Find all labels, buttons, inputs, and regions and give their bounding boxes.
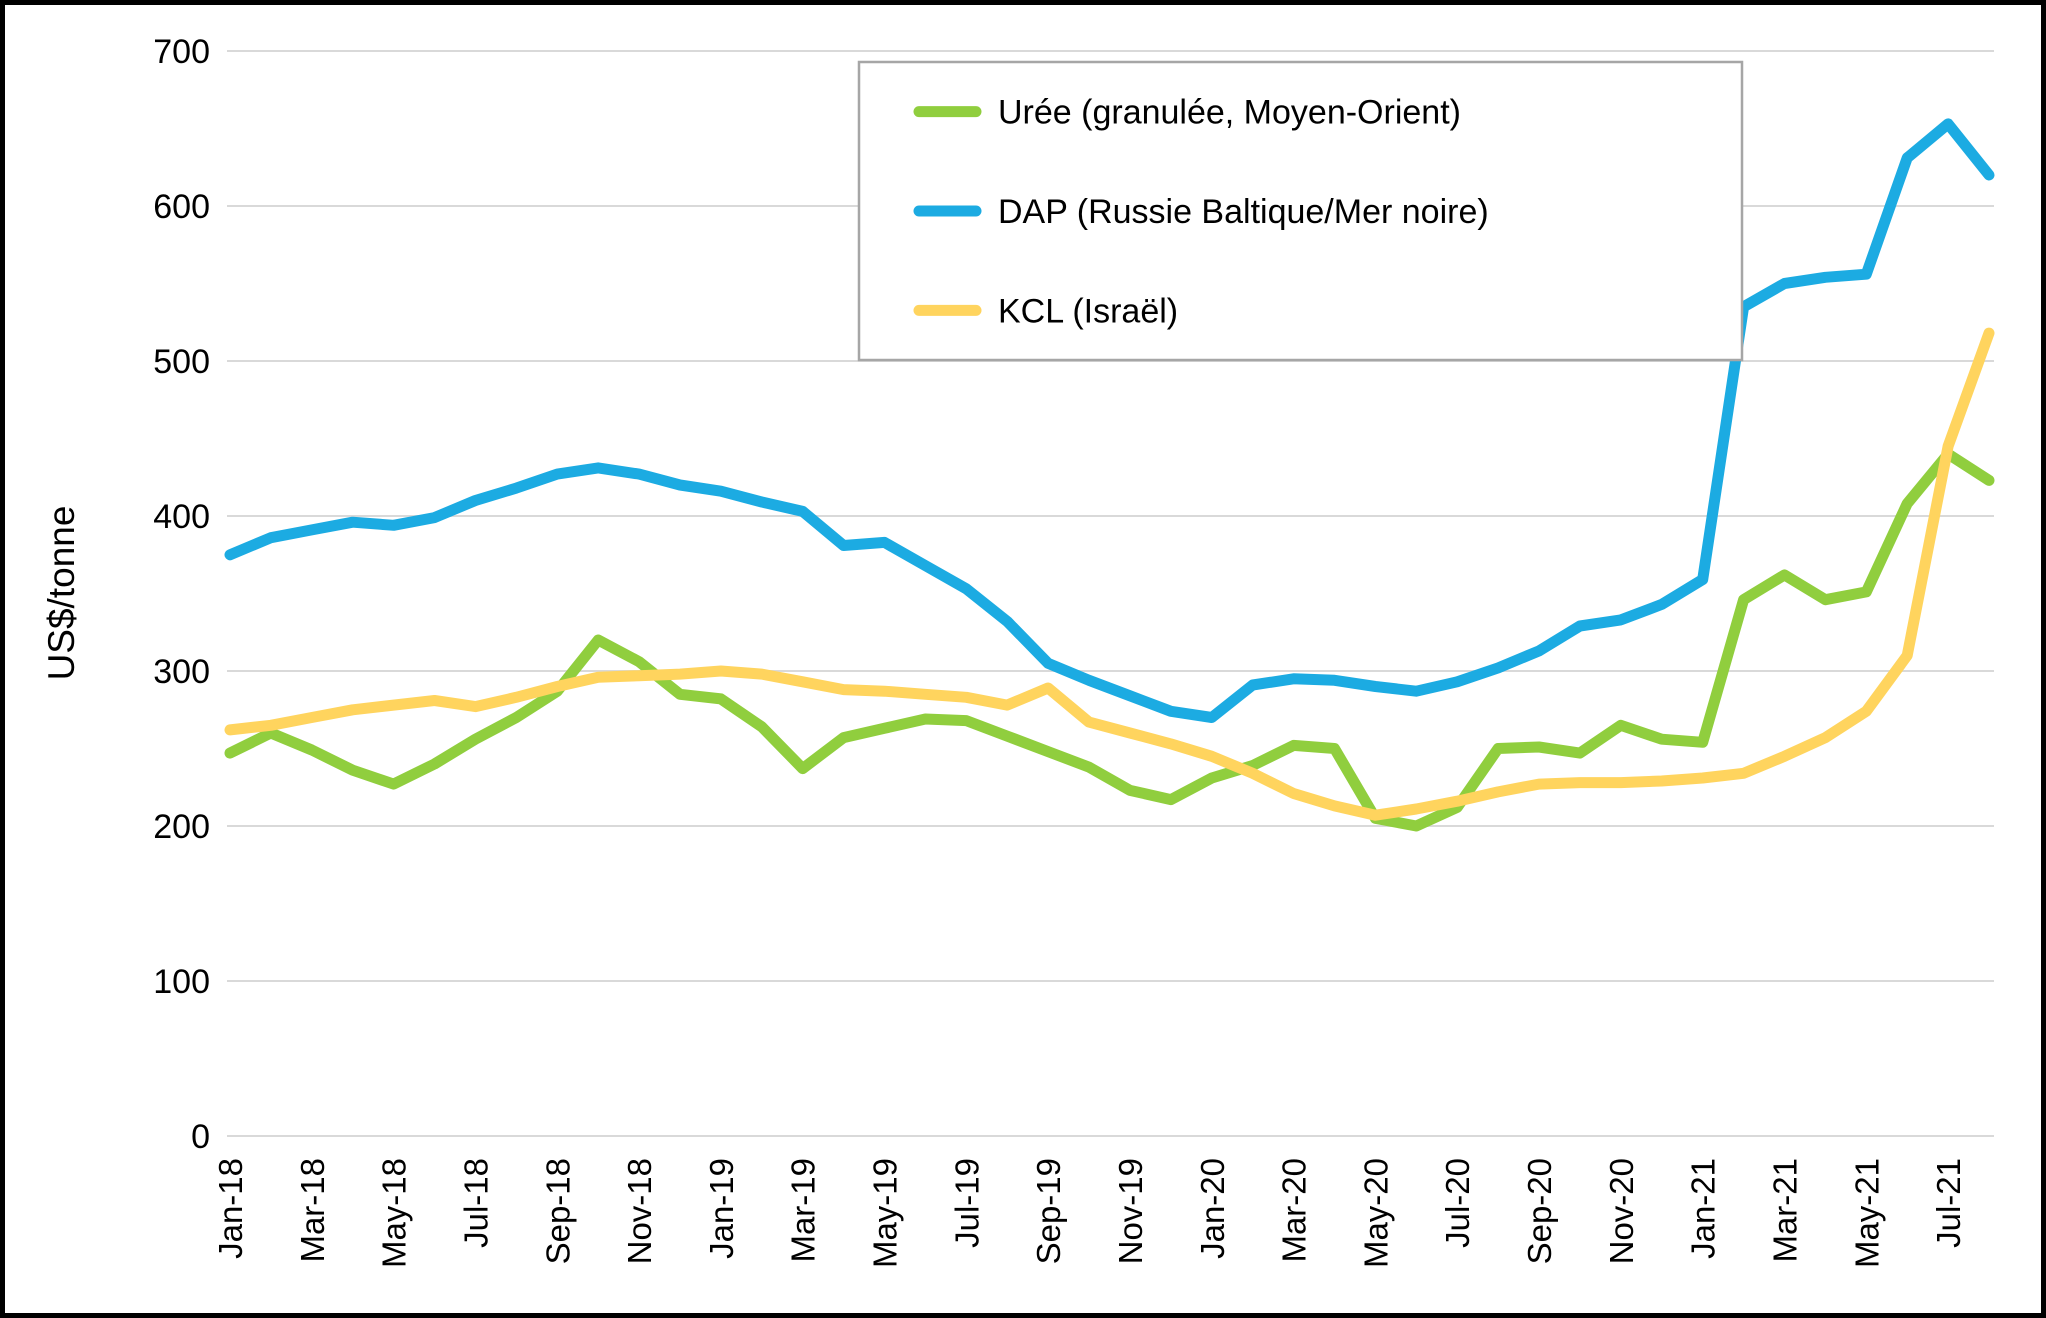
x-tick-label: Mar-18 [294, 1158, 331, 1263]
y-tick-label: 200 [153, 808, 210, 846]
x-tick-label: Jul-18 [457, 1158, 494, 1248]
x-tick-label: Nov-20 [1603, 1158, 1640, 1264]
x-tick-label: Jul-21 [1930, 1158, 1967, 1248]
x-tick-label: Jul-19 [948, 1158, 985, 1248]
x-tick-label: Nov-19 [1112, 1158, 1149, 1264]
y-tick-label: 500 [153, 343, 210, 381]
series-line-1 [224, 118, 1995, 723]
series-line-2 [224, 327, 1995, 821]
x-tick-label: Jul-20 [1439, 1158, 1476, 1248]
legend-box [857, 60, 1744, 362]
x-tick-label: Sep-20 [1521, 1158, 1558, 1264]
y-tick-label: 0 [191, 1118, 210, 1156]
x-tick-label: Mar-21 [1766, 1158, 1803, 1263]
x-tick-label: Sep-18 [539, 1158, 576, 1264]
legend: Urée (granulée, Moyen-Orient) DAP (Russie… [857, 60, 1744, 362]
x-tick-label: May-19 [867, 1158, 904, 1268]
legend-item-1: DAP (Russie Baltique/Mer noire) [913, 193, 1489, 231]
series-line-0 [224, 448, 1995, 832]
y-tick-label: 300 [153, 653, 210, 691]
x-tick-label: Jan-20 [1194, 1158, 1231, 1259]
x-tick-label: May-18 [376, 1158, 413, 1268]
x-tick-label: May-20 [1357, 1158, 1394, 1268]
x-axis-tick-labels: Jan-18 Mar-18 May-18 Jul-18 Sep-18 Nov-18 Jan-… [212, 1158, 1967, 1268]
x-tick-label: Mar-20 [1276, 1158, 1313, 1263]
x-tick-label: Sep-19 [1030, 1158, 1067, 1264]
legend-item-2: KCL (Israël) [913, 292, 1178, 330]
x-tick-label: Jan-21 [1685, 1158, 1722, 1259]
x-tick-label: Mar-19 [785, 1158, 822, 1263]
y-tick-label: 400 [153, 498, 210, 536]
x-tick-label: May-21 [1848, 1158, 1885, 1268]
legend-label: KCL (Israël) [998, 292, 1178, 330]
y-axis-tick-labels: 0 100 200 300 400 500 600 700 [153, 33, 210, 1156]
legend-label: Urée (granulée, Moyen-Orient) [998, 94, 1461, 132]
y-tick-label: 600 [153, 188, 210, 226]
y-axis-title: US$/tonne [41, 506, 82, 681]
y-tick-label: 700 [153, 33, 210, 71]
x-tick-label: Jan-18 [212, 1158, 249, 1259]
x-tick-label: Jan-19 [703, 1158, 740, 1259]
legend-label: DAP (Russie Baltique/Mer noire) [998, 193, 1489, 231]
y-tick-label: 100 [153, 963, 210, 1001]
legend-item-0: Urée (granulée, Moyen-Orient) [913, 94, 1461, 132]
x-tick-label: Nov-18 [621, 1158, 658, 1264]
